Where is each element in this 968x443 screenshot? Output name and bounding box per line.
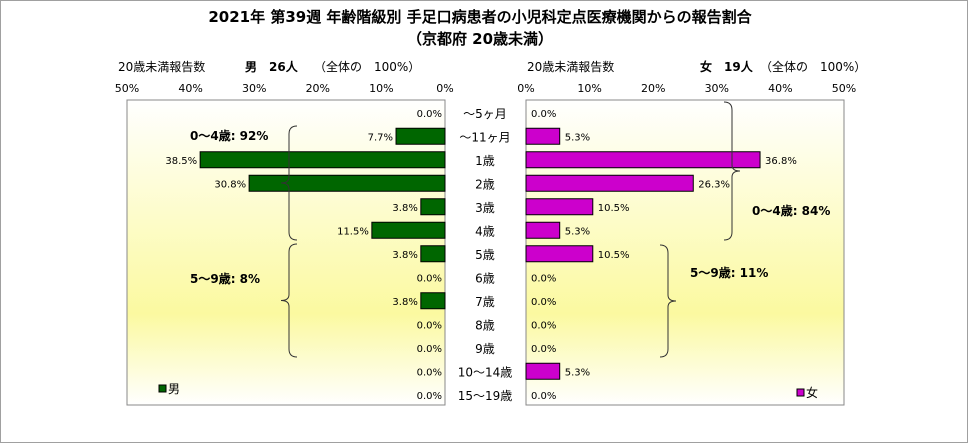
female-tick-label: 40% (768, 82, 792, 95)
male-value-label: 3.8% (392, 203, 417, 214)
male-legend-label: 男 (168, 382, 180, 396)
age-category-label: ～11ヶ月 (459, 130, 510, 144)
female-tick-label: 10% (577, 82, 601, 95)
male-legend-swatch (158, 384, 167, 393)
female-series: 0.0% 5.3% 36.8% 26.3% 10.5% 5.3% 10.5% 0.0% 0.0%… (525, 109, 797, 402)
male-value-label: 3.8% (392, 297, 417, 308)
female-bar (525, 127, 561, 145)
age-category-label: 4歳 (475, 224, 495, 238)
male-value-label: 0.0% (417, 367, 442, 378)
female-bar (525, 221, 561, 239)
female-bar (525, 174, 694, 192)
male-value-label: 0.0% (417, 273, 442, 284)
female-legend-swatch (796, 388, 805, 397)
age-category-labels: ～5ヶ月 ～11ヶ月 1歳 2歳 3歳 4歳 5歳 6歳 7歳 8歳 9歳 10～14歳 15～19歳 (458, 107, 513, 403)
male-header-count: 男 26人 (245, 59, 299, 74)
male-value-label: 0.0% (417, 109, 442, 120)
male-tick-label: 20% (306, 82, 330, 95)
age-category-label: 9歳 (475, 342, 495, 356)
female-tick-label: 50% (832, 82, 856, 95)
female-header-count: 女 19人 (700, 59, 754, 74)
male-value-label: 30.8% (214, 179, 246, 190)
male-value-label: 0.0% (417, 391, 442, 402)
age-category-label: 8歳 (475, 318, 495, 332)
female-value-label: 0.0% (531, 344, 556, 355)
female-brace-5-9 (659, 244, 677, 358)
male-bar (248, 174, 446, 192)
male-header-label: 20歳未満報告数 (118, 59, 205, 74)
female-value-label: 0.0% (531, 320, 556, 331)
male-group-0-4-label: 0～4歳: 92% (190, 128, 268, 143)
female-value-label: 26.3% (698, 179, 730, 190)
female-tick-label: 20% (641, 82, 665, 95)
female-bar (525, 245, 594, 263)
male-bar (371, 221, 446, 239)
female-tick-label: 0% (517, 82, 534, 95)
male-axis-ticks: 50% 40% 30% 20% 10% 0% (115, 82, 454, 95)
age-category-label: 1歳 (475, 154, 495, 168)
male-plot-area (126, 99, 446, 406)
age-category-label: 15～19歳 (458, 389, 513, 403)
female-bar (525, 362, 561, 380)
female-value-label: 5.3% (565, 132, 590, 143)
female-header-total: （全体の 100%） (760, 59, 866, 74)
male-series: 0.0% 7.7% 38.5% 30.8% 3.8% 11.5% 3.8% 0.0% 3.8% 0… (165, 109, 446, 402)
male-tick-label: 30% (242, 82, 266, 95)
male-bar (420, 245, 446, 263)
male-header-total: （全体の 100%） (314, 59, 420, 74)
male-bar (199, 151, 446, 169)
female-value-label: 36.8% (765, 156, 797, 167)
male-bar (420, 198, 446, 216)
female-brace-0-4 (723, 101, 741, 241)
male-bar (420, 292, 446, 310)
male-bar (395, 127, 446, 145)
chart-subtitle: （京都府 20歳未満） (407, 30, 553, 48)
age-category-label: 3歳 (475, 201, 495, 215)
male-tick-label: 10% (369, 82, 393, 95)
age-category-label: 2歳 (475, 177, 495, 191)
female-group-0-4-label: 0～4歳: 84% (752, 203, 830, 218)
age-category-label: 5歳 (475, 248, 495, 262)
age-category-label: ～5ヶ月 (463, 107, 507, 121)
chart-title: 2021年 第39週 年齢階級別 手足口病患者の小児科定点医療機関からの報告割合 (208, 8, 752, 26)
female-tick-label: 30% (705, 82, 729, 95)
age-category-label: 7歳 (475, 295, 495, 309)
female-group-5-9-label: 5～9歳: 11% (690, 265, 768, 280)
group-braces (280, 101, 741, 358)
male-brace-5-9 (280, 243, 298, 358)
female-value-label: 0.0% (531, 273, 556, 284)
male-value-label: 11.5% (337, 226, 369, 237)
male-value-label: 0.0% (417, 344, 442, 355)
female-value-label: 0.0% (531, 297, 556, 308)
female-value-label: 10.5% (598, 203, 630, 214)
age-category-label: 10～14歳 (458, 365, 513, 379)
female-value-label: 5.3% (565, 226, 590, 237)
male-tick-label: 40% (178, 82, 202, 95)
male-value-label: 7.7% (368, 132, 393, 143)
female-legend-label: 女 (806, 385, 818, 400)
male-tick-label: 0% (436, 82, 453, 95)
age-category-label: 6歳 (475, 271, 495, 285)
female-value-label: 10.5% (598, 250, 630, 261)
female-axis-ticks: 0% 10% 20% 30% 40% 50% (517, 82, 856, 95)
female-bar (525, 198, 594, 216)
female-header-label: 20歳未満報告数 (527, 59, 614, 74)
male-value-label: 38.5% (165, 156, 197, 167)
male-group-5-9-label: 5～9歳: 8% (190, 271, 260, 286)
male-value-label: 0.0% (417, 320, 442, 331)
female-value-label: 5.3% (565, 367, 590, 378)
male-tick-label: 50% (115, 82, 139, 95)
female-bar (525, 151, 761, 169)
female-value-label: 0.0% (531, 109, 556, 120)
male-value-label: 3.8% (392, 250, 417, 261)
male-brace-0-4 (280, 125, 298, 241)
female-value-label: 0.0% (531, 391, 556, 402)
